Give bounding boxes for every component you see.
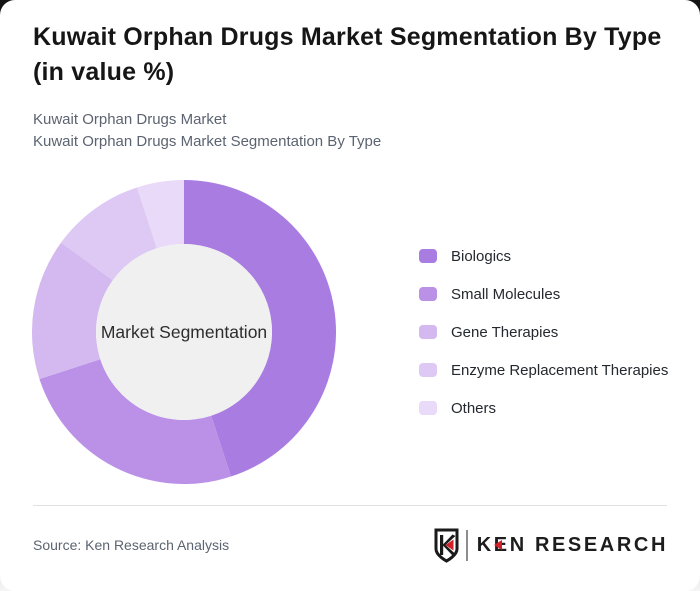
ken-research-shield-icon xyxy=(434,528,459,563)
donut-hole xyxy=(96,244,272,420)
legend-swatch-icon xyxy=(419,325,437,339)
footer-divider xyxy=(33,505,667,506)
source-note: Source: Ken Research Analysis xyxy=(33,537,230,553)
donut-center-label: Market Segmentation xyxy=(100,321,268,342)
donut-svg xyxy=(32,180,336,484)
legend-swatch-icon xyxy=(419,401,437,415)
donut-slice-enzyme-replacement-therapies xyxy=(61,187,157,281)
brand-wordmark: KEN RESEARCH xyxy=(477,534,668,557)
legend-label: Others xyxy=(451,399,497,417)
legend-swatch-icon xyxy=(419,249,437,263)
legend-item-gene-therapies: Gene Therapies xyxy=(419,322,668,342)
legend-label: Biologics xyxy=(451,247,512,265)
legend-item-others: Others xyxy=(419,398,668,418)
red-arrow-icon xyxy=(493,540,502,550)
legend-label: Small Molecules xyxy=(451,285,561,303)
legend-item-small-molecules: Small Molecules xyxy=(419,284,668,304)
donut-slice-biologics xyxy=(184,180,336,477)
ken-research-logo: KEN RESEARCH xyxy=(434,527,668,563)
legend-label: Enzyme Replacement Therapies xyxy=(451,361,669,379)
legend-swatch-icon xyxy=(419,363,437,377)
legend-swatch-icon xyxy=(419,287,437,301)
donut-slice-small-molecules xyxy=(39,359,231,484)
page-title: Kuwait Orphan Drugs Market Segmentation … xyxy=(33,23,662,86)
legend-item-biologics: Biologics xyxy=(419,246,668,266)
legend-label: Gene Therapies xyxy=(451,323,559,341)
chart-legend: Biologics Small Molecules Gene Therapies… xyxy=(419,246,668,436)
brand-text: KEN RESEARCH xyxy=(476,533,668,556)
legend-item-enzyme-replacement-therapies: Enzyme Replacement Therapies xyxy=(419,360,668,380)
subtitle-line-2: Kuwait Orphan Drugs Market Segmentation … xyxy=(33,133,382,150)
donut-slice-others xyxy=(137,180,184,249)
logo-separator xyxy=(465,529,468,561)
chart-subtitle: Kuwait Orphan Drugs Market Kuwait Orphan… xyxy=(33,109,381,153)
donut-chart: Market Segmentation xyxy=(32,180,336,484)
subtitle-line-1: Kuwait Orphan Drugs Market xyxy=(33,111,227,128)
donut-slice-gene-therapies xyxy=(32,242,113,379)
